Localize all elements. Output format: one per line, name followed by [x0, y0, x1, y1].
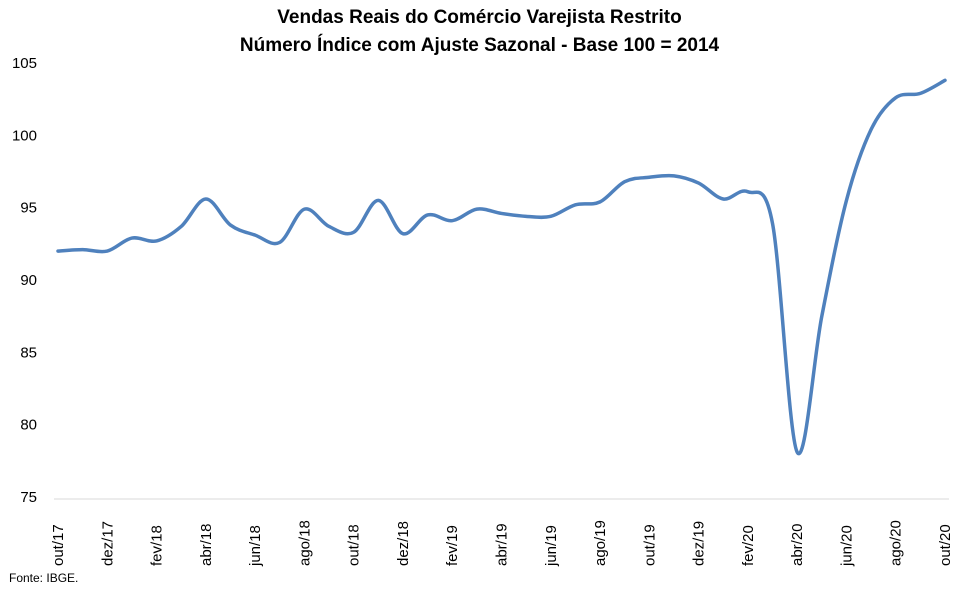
- x-tick-label: jun/19: [543, 525, 560, 567]
- y-tick-label: 100: [12, 127, 37, 144]
- data-point: [500, 211, 504, 215]
- data-point: [771, 222, 775, 226]
- x-tick-label: dez/19: [691, 521, 708, 566]
- data-point: [918, 91, 922, 95]
- y-tick-label: 90: [20, 272, 37, 289]
- series-line: [56, 78, 947, 456]
- x-tick-label: fev/19: [444, 525, 461, 566]
- data-point: [228, 223, 232, 227]
- data-point: [376, 198, 380, 202]
- x-tick-label: out/20: [937, 524, 954, 566]
- x-tick-label: ago/20: [888, 520, 905, 566]
- data-point: [894, 96, 898, 100]
- data-point: [401, 232, 405, 236]
- x-tick-label: out/17: [50, 524, 67, 566]
- x-tick-label: dez/18: [395, 521, 412, 566]
- data-point: [672, 174, 676, 178]
- y-axis-ticks: 75 80 85 90 95 100 105: [12, 55, 37, 506]
- data-point: [130, 236, 134, 240]
- series-layer: [56, 78, 947, 456]
- chart-title-line2: Número Índice com Ajuste Sazonal - Base …: [239, 35, 720, 56]
- x-tick-label: abr/18: [198, 523, 215, 566]
- y-tick-label: 85: [20, 344, 37, 361]
- data-point: [573, 203, 577, 207]
- x-tick-label: fev/20: [740, 525, 757, 566]
- data-point: [795, 450, 799, 454]
- source-note: Fonte: IBGE.: [9, 571, 79, 585]
- data-point: [352, 230, 356, 234]
- data-point: [450, 219, 454, 223]
- data-point: [647, 175, 651, 179]
- x-tick-label: dez/17: [99, 521, 116, 566]
- x-tick-label: abr/20: [789, 523, 806, 566]
- x-tick-label: abr/19: [494, 523, 511, 566]
- data-point: [475, 207, 479, 211]
- data-point: [549, 214, 553, 218]
- data-point: [598, 200, 602, 204]
- data-point: [524, 214, 528, 218]
- data-point: [623, 180, 627, 184]
- y-tick-label: 105: [12, 55, 37, 72]
- data-point: [327, 224, 331, 228]
- data-point: [943, 78, 947, 82]
- data-point: [844, 198, 848, 202]
- x-tick-label: fev/18: [149, 525, 166, 566]
- data-point: [179, 224, 183, 228]
- x-tick-label: jun/18: [247, 525, 264, 567]
- data-point: [721, 197, 725, 201]
- x-tick-label: out/18: [346, 524, 363, 566]
- chart-title-line1: Vendas Reais do Comércio Varejista Restr…: [277, 7, 682, 28]
- data-point: [253, 233, 257, 237]
- y-tick-label: 75: [20, 489, 37, 506]
- y-tick-label: 80: [20, 417, 37, 434]
- x-tick-label: out/19: [641, 524, 658, 566]
- data-point: [426, 213, 430, 217]
- data-point: [302, 207, 306, 211]
- data-point: [105, 249, 109, 253]
- x-tick-label: ago/19: [592, 520, 609, 566]
- data-point: [820, 314, 824, 318]
- data-point: [155, 239, 159, 243]
- x-tick-label: jun/20: [838, 525, 855, 567]
- y-tick-label: 95: [20, 200, 37, 217]
- data-point: [81, 248, 85, 252]
- data-point: [56, 249, 60, 253]
- data-point: [746, 190, 750, 194]
- data-point: [278, 240, 282, 244]
- data-point: [697, 181, 701, 185]
- x-axis-ticks: out/17 dez/17 fev/18 abr/18 jun/18 ago/18 out/…: [50, 520, 954, 567]
- x-tick-label: ago/18: [296, 520, 313, 566]
- data-point: [869, 128, 873, 132]
- data-point: [204, 197, 208, 201]
